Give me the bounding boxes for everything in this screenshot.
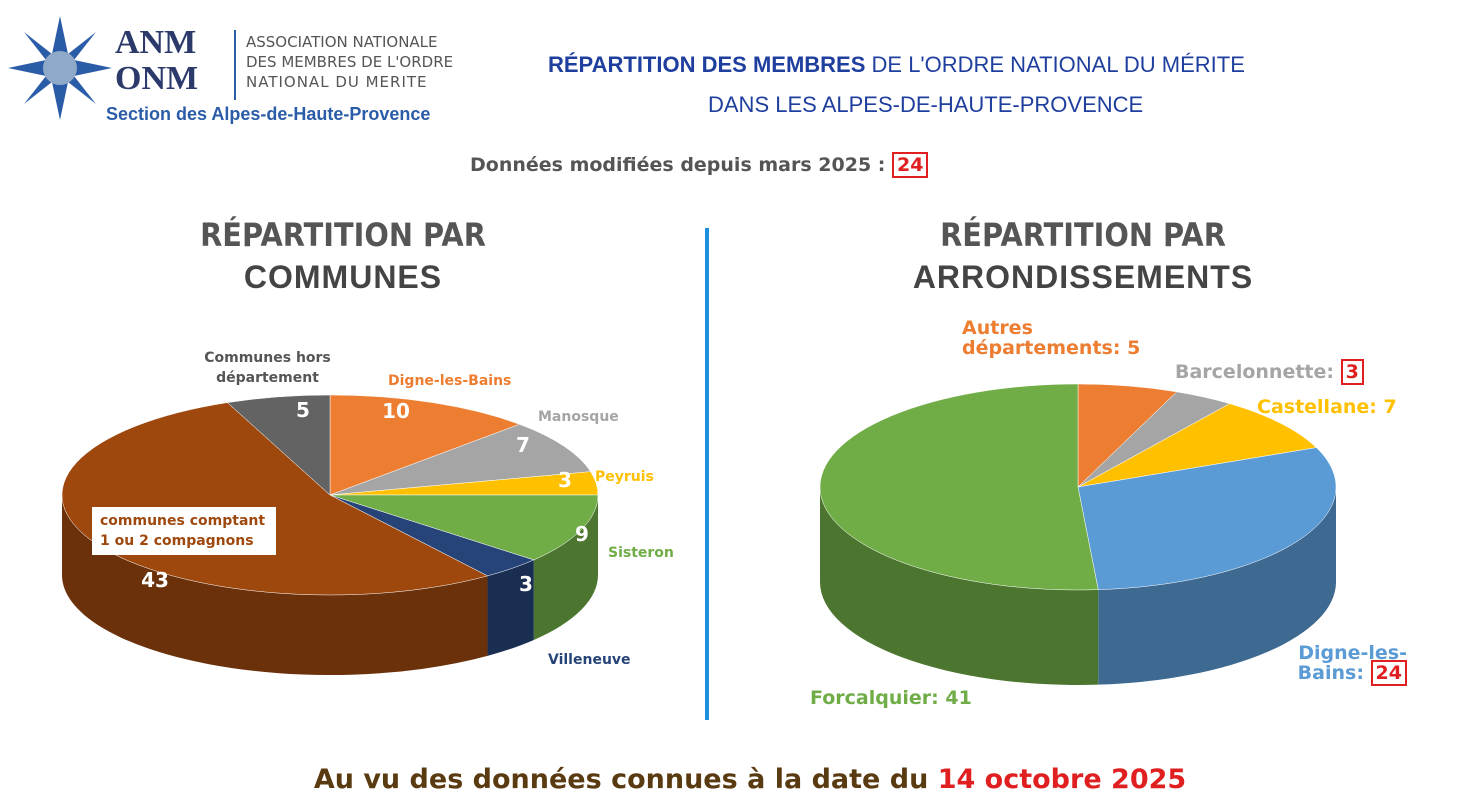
chart-title: RÉPARTITION PAR xyxy=(940,216,1226,254)
category: Forcalquier: xyxy=(810,687,939,709)
category-label: communes comptant 1 ou 2 compagnons xyxy=(92,507,276,555)
value-label: 5 xyxy=(296,398,310,422)
category-label: Castellane: 7 xyxy=(1257,397,1397,417)
modified-value: 24 xyxy=(892,152,929,178)
category: Manosque xyxy=(538,409,619,425)
logo-anm: ANM xyxy=(115,24,197,61)
value-label: 41 xyxy=(945,687,972,709)
category-label: Manosque xyxy=(538,407,619,427)
slice xyxy=(1077,403,1317,488)
slice-side xyxy=(820,487,1099,685)
modified-label: Données modifiées depuis mars 2025 : xyxy=(470,154,886,176)
category: Communes hors département xyxy=(204,350,331,386)
category-label: Forcalquier: 41 xyxy=(810,688,972,708)
slice xyxy=(226,394,331,496)
category-label: Peyruis xyxy=(595,467,654,487)
slice-side xyxy=(533,495,598,640)
slice xyxy=(329,494,599,561)
section: Section des Alpes-de-Haute-Provence xyxy=(106,104,431,124)
value-label: 10 xyxy=(382,399,410,423)
slice-side xyxy=(1098,487,1336,685)
star-center xyxy=(43,51,77,85)
chart-subtitle: COMMUNES xyxy=(243,259,443,295)
category: Castellane: xyxy=(1257,396,1377,418)
value-label: 5 xyxy=(1127,337,1141,359)
main-title: RÉPARTITION DES MEMBRES DE L'ORDRE NATIO… xyxy=(548,50,1245,80)
category: Barcelonnette: xyxy=(1175,361,1334,383)
slice xyxy=(819,383,1099,591)
slice xyxy=(329,394,521,496)
category: Peyruis xyxy=(595,469,654,485)
category: Villeneuve xyxy=(548,652,631,668)
chart-subtitle: ARRONDISSEMENTS xyxy=(912,259,1254,295)
value-label: 3 xyxy=(519,572,533,596)
main-title-2: DANS LES ALPES-DE-HAUTE-PROVENCE xyxy=(708,92,1144,117)
slice-side xyxy=(62,495,488,675)
assoc-line: NATIONAL DU MERITE xyxy=(246,73,428,91)
title-bold: RÉPARTITION DES MEMBRES xyxy=(548,52,866,77)
category: Sisteron xyxy=(608,545,674,561)
slice-side xyxy=(487,559,534,656)
value-label: 7 xyxy=(516,433,530,457)
logo-star xyxy=(8,16,112,120)
category: Digne-les-Bains: xyxy=(1297,642,1407,684)
value-label: 3 xyxy=(1340,359,1364,385)
value-label: 3 xyxy=(558,468,572,492)
category: Autres départements: xyxy=(962,317,1121,359)
title-rest: DE L'ORDRE NATIONAL DU MÉRITE xyxy=(871,52,1245,77)
category: communes comptant 1 ou 2 compagnons xyxy=(100,513,266,549)
category-label: Villeneuve xyxy=(548,650,631,670)
footer-date: 14 octobre 2025 xyxy=(937,764,1187,795)
assoc-line: ASSOCIATION NATIONALE xyxy=(246,33,438,51)
chart-title: RÉPARTITION PAR xyxy=(200,216,486,254)
category-label: Digne-les-Bains xyxy=(388,371,511,391)
assoc-line: DES MEMBRES DE L'ORDRE xyxy=(246,53,454,71)
value-label: 24 xyxy=(1370,660,1407,686)
category-label: Sisteron xyxy=(608,543,674,563)
logo-onm: ONM xyxy=(115,60,199,97)
value-label: 7 xyxy=(1383,396,1397,418)
category-label: Digne-les-Bains: 24 xyxy=(1290,642,1407,686)
footer: Au vu des données connues à la date du 1… xyxy=(0,760,1472,800)
slice xyxy=(1077,447,1337,590)
category-label: Barcelonnette: 3 xyxy=(1175,359,1364,385)
category-label: Autres départements: 5 xyxy=(962,318,1142,358)
footer-text: Au vu des données connues à la date du xyxy=(313,764,929,795)
value-label: 43 xyxy=(141,568,169,592)
value-label: 9 xyxy=(575,522,589,546)
modified: Données modifiées depuis mars 2025 : 24 xyxy=(470,152,929,178)
pie xyxy=(819,383,1337,685)
category: Digne-les-Bains xyxy=(388,373,512,389)
category-label: Communes hors département xyxy=(200,348,335,388)
